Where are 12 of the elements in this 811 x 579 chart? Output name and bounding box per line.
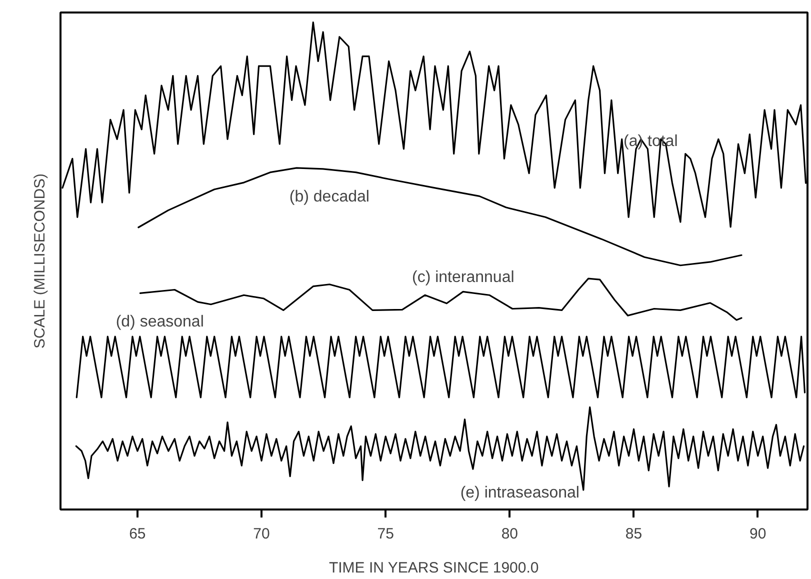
x-axis-title: TIME IN YEARS SINCE 1900.0	[328, 560, 539, 576]
x-tick-label: 70	[253, 526, 270, 542]
x-tick-label: 80	[501, 526, 518, 542]
series-label: (c) interannual	[412, 268, 514, 286]
series-label: (b) decadal	[289, 188, 370, 206]
x-tick-label: 75	[377, 526, 394, 542]
series-label: (e) intraseasonal	[460, 484, 580, 502]
series-label: (d) seasonal	[116, 314, 204, 331]
x-tick-label: 65	[129, 526, 146, 542]
x-tick-label: 90	[750, 526, 766, 542]
y-axis-title: SCALE (MILLISECONDS)	[32, 173, 48, 349]
x-tick-label: 85	[625, 526, 642, 542]
